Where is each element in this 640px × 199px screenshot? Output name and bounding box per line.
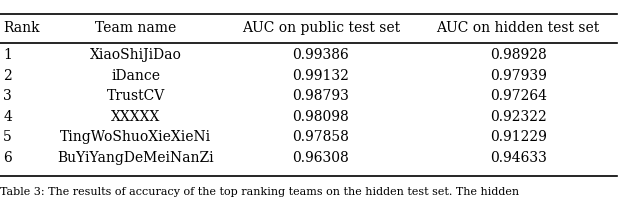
Text: Rank: Rank [3, 21, 40, 35]
Text: 0.99386: 0.99386 [292, 48, 349, 62]
Text: 3: 3 [3, 89, 12, 103]
Text: 0.98928: 0.98928 [490, 48, 547, 62]
Text: AUC on hidden test set: AUC on hidden test set [436, 21, 600, 35]
Text: 4: 4 [3, 110, 12, 124]
Text: Table 3: The results of accuracy of the top ranking teams on the hidden test set: Table 3: The results of accuracy of the … [0, 187, 519, 197]
Text: 0.98098: 0.98098 [292, 110, 349, 124]
Text: 0.97264: 0.97264 [490, 89, 547, 103]
Text: 0.92322: 0.92322 [490, 110, 547, 124]
Text: 0.97858: 0.97858 [292, 130, 349, 144]
Text: Team name: Team name [95, 21, 177, 35]
Text: 6: 6 [3, 151, 12, 165]
Text: XXXXX: XXXXX [111, 110, 161, 124]
Text: 2: 2 [3, 69, 12, 83]
Text: 0.94633: 0.94633 [490, 151, 547, 165]
Text: iDance: iDance [111, 69, 160, 83]
Text: 0.97939: 0.97939 [490, 69, 547, 83]
Text: TingWoShuoXieXieNi: TingWoShuoXieXieNi [60, 130, 211, 144]
Text: XiaoShiJiDao: XiaoShiJiDao [90, 48, 182, 62]
Text: 0.96308: 0.96308 [292, 151, 349, 165]
Text: 0.91229: 0.91229 [490, 130, 547, 144]
Text: BuYiYangDeMeiNanZi: BuYiYangDeMeiNanZi [58, 151, 214, 165]
Text: 5: 5 [3, 130, 12, 144]
Text: TrustCV: TrustCV [107, 89, 165, 103]
Text: 0.99132: 0.99132 [292, 69, 349, 83]
Text: 1: 1 [3, 48, 12, 62]
Text: AUC on public test set: AUC on public test set [242, 21, 400, 35]
Text: 0.98793: 0.98793 [292, 89, 349, 103]
